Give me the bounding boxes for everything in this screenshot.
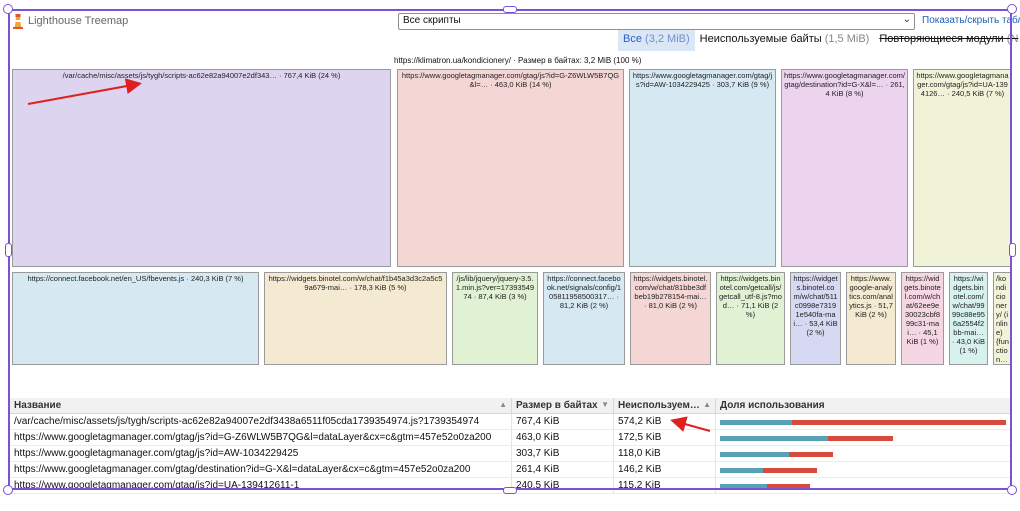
treemap-node[interactable]: /kondicionery/ (inline) {function… (inli… [993,272,1012,365]
bundle-select[interactable]: Все скрипты ⌄ [398,13,915,30]
lighthouse-logo-icon [13,14,23,29]
used-bytes-bar [720,436,829,441]
bundle-table: Название ▲ Размер в байтах ▼ Неиспользуем…… [10,398,1010,494]
resize-handle-bottom-left[interactable] [3,485,13,495]
cell-size: 767,4 KiB [512,414,614,429]
column-header-unused[interactable]: Неиспользуем… ▲ [614,398,716,413]
toggle-table-link[interactable]: Показать/скрыть табл [922,15,1020,26]
treemap-caption: https://klimatron.ua/kondicionery/ · Раз… [394,56,642,65]
cell-unused: 172,5 KiB [614,430,716,445]
table-row[interactable]: https://www.googletagmanager.com/gtag/de… [10,462,1010,478]
cell-size: 261,4 KiB [512,462,614,477]
cell-size: 303,7 KiB [512,446,614,461]
treemap-node[interactable]: https://widgets.binotel.com/w/chat/81bbe… [630,272,711,365]
mode-switcher: Все (3,2 MiB) Неиспользуемые байты (1,5 M… [618,30,1020,51]
resize-handle-left[interactable] [5,243,12,257]
treemap-node[interactable]: https://widgets.binotel.com/w/chat/62ee9… [901,272,944,365]
table-row[interactable]: https://www.googletagmanager.com/gtag/js… [10,430,1010,446]
mode-tab-1[interactable]: Неиспользуемые байты (1,5 MiB) [699,33,870,45]
treemap-node[interactable]: https://connect.facebook.net/en_US/fbeve… [12,272,259,365]
column-header-coverage[interactable]: Доля использования [720,400,825,411]
treemap-node[interactable]: https://connect.facebook.net/signals/con… [543,272,625,365]
app-title: Lighthouse Treemap [28,15,129,27]
resize-handle-bottom-right[interactable] [1007,485,1017,495]
toolbar: Lighthouse Treemap Все скрипты ⌄ Показат… [10,11,1020,33]
cell-size: 463,0 KiB [512,430,614,445]
sort-icon: ▲ [499,400,507,409]
cell-unused: 146,2 KiB [614,462,716,477]
cell-name: https://www.googletagmanager.com/gtag/js… [10,446,512,461]
chevron-down-icon: ⌄ [902,14,911,25]
treemap-node[interactable]: https://www.googletagmanager.com/gtag/js… [913,69,1012,267]
treemap-node[interactable]: /var/cache/misc/assets/js/tygh/scripts-a… [12,69,391,267]
cell-coverage [716,446,1010,461]
unused-bytes-bar [828,436,893,441]
column-header-name[interactable]: Название ▲ [10,398,512,413]
resize-handle-bottom[interactable] [503,487,517,494]
resize-handle-right[interactable] [1009,243,1016,257]
unused-bytes-bar [762,468,818,473]
table-body: /var/cache/misc/assets/js/tygh/scripts-a… [10,414,1010,494]
treemap-node[interactable]: https://widgets.binotel.com/getcall/js/g… [716,272,785,365]
cell-coverage [716,478,1010,493]
used-bytes-bar [720,484,767,489]
cell-coverage [716,414,1010,429]
cell-name: /var/cache/misc/assets/js/tygh/scripts-a… [10,414,512,429]
mode-tab-2[interactable]: Повторяющиеся модули (N [879,33,1019,45]
bundle-select-value: Все скрипты [403,15,461,26]
cell-unused: 115,2 KiB [614,478,716,493]
cell-coverage [716,430,1010,445]
treemap-node[interactable]: https://www.googletagmanager.com/gtag/js… [397,69,624,267]
cell-name: https://www.googletagmanager.com/gtag/de… [10,462,512,477]
resize-handle-top-left[interactable] [3,4,13,14]
mode-tab-0[interactable]: Все (3,2 MiB) [618,30,695,51]
unused-bytes-bar [789,452,834,457]
treemap-node[interactable]: https://widgets.binotel.com/w/chat/9999c… [949,272,988,365]
treemap-node[interactable]: https://www.googletagmanager.com/gtag/de… [781,69,908,267]
column-header-size[interactable]: Размер в байтах ▼ [512,398,614,413]
cell-name: https://www.googletagmanager.com/gtag/js… [10,430,512,445]
resize-handle-top-right[interactable] [1007,4,1017,14]
table-row[interactable]: https://www.googletagmanager.com/gtag/js… [10,446,1010,462]
treemap-node[interactable]: https://widgets.binotel.com/w/chat/511c0… [790,272,841,365]
treemap-node[interactable]: https://www.googletagmanager.com/gtag/js… [629,69,776,267]
used-bytes-bar [720,468,763,473]
treemap-node[interactable]: https://www.google-analytics.com/analyti… [846,272,896,365]
cell-unused: 574,2 KiB [614,414,716,429]
cell-name: https://www.googletagmanager.com/gtag/js… [10,478,512,493]
treemap-node[interactable]: /js/lib/jquery/jquery-3.5.1.min.js?ver=1… [452,272,538,365]
cell-unused: 118,0 KiB [614,446,716,461]
resize-handle-top[interactable] [503,6,517,13]
table-header: Название ▲ Размер в байтах ▼ Неиспользуем…… [10,398,1010,414]
sort-icon: ▲ [703,400,711,409]
used-bytes-bar [720,420,792,425]
treemap-node[interactable]: https://widgets.binotel.com/w/chat/f1b45… [264,272,447,365]
table-row[interactable]: /var/cache/misc/assets/js/tygh/scripts-a… [10,414,1010,430]
unused-bytes-bar [766,484,810,489]
cell-coverage [716,462,1010,477]
cell-size: 240,5 KiB [512,478,614,493]
unused-bytes-bar [792,420,1006,425]
used-bytes-bar [720,452,790,457]
sort-desc-icon: ▼ [601,400,609,409]
